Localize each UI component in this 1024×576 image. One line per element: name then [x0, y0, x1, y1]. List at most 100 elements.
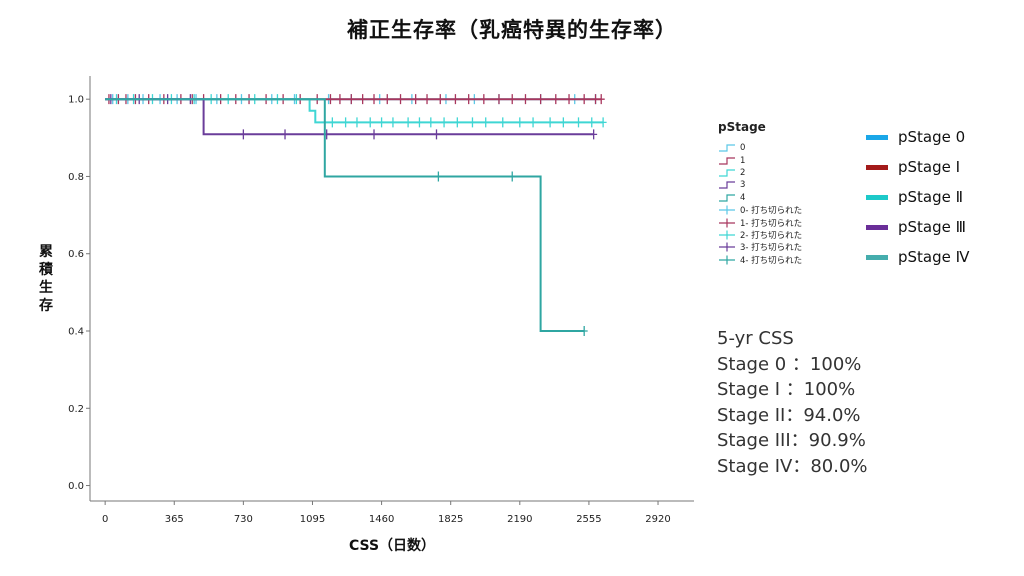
legend-item-label: 0- 打ち切られた	[740, 206, 803, 217]
censor-mark	[397, 94, 405, 105]
censor-mark	[508, 171, 516, 182]
legend-item-censored-2: 2- 打ち切られた	[718, 229, 828, 241]
legend-item-label: 1- 打ち切られた	[740, 218, 803, 229]
legend-step-swatch	[719, 181, 735, 189]
legend-rows: 0 1 2 3 4 0- 打ち切られた 1- 打ち切られた 2- 打ち切られた 3- 打ち切られ…	[718, 142, 828, 266]
big-legend-item: pStage Ⅲ	[866, 212, 969, 242]
legend-item-stage-1: 1	[718, 154, 828, 166]
legend-item-label: 3	[740, 180, 746, 191]
legend-swatch	[866, 164, 888, 170]
censor-mark	[353, 117, 361, 128]
x-tick-label: 365	[165, 514, 184, 525]
legend-item-stage-4: 4	[718, 192, 828, 204]
legend-item-label: 0	[740, 143, 746, 154]
x-tick-label: 0	[102, 514, 108, 525]
censor-mark	[588, 117, 596, 128]
censor-mark	[575, 117, 583, 128]
legend-label: pStage 0	[898, 128, 966, 146]
x-tick-label: 1825	[438, 514, 463, 525]
censor-mark	[378, 117, 386, 128]
legend-step-swatch	[719, 169, 735, 177]
legend-item-label: 2- 打ち切られた	[740, 230, 803, 241]
spss-legend: pStage 0 1 2 3 4 0- 打ち切られた 1- 打ち切られた 2- 打ち切られた 3…	[718, 120, 828, 266]
legend-item-censored-3: 3- 打ち切られた	[718, 241, 828, 253]
survival-curve-stage-4	[105, 98, 585, 332]
y-tick-label: 0.2	[68, 404, 84, 415]
censor-mark	[508, 94, 516, 105]
censor-mark	[434, 171, 442, 182]
legend-censor-swatch	[719, 255, 735, 265]
censor-mark	[436, 94, 444, 105]
legend-censor-swatch	[719, 230, 735, 240]
css-summary-line: Stage II：94.0%	[717, 404, 861, 426]
censor-mark	[336, 94, 344, 105]
y-tick-label: 0.6	[68, 249, 84, 260]
y-tick-label: 1.0	[68, 95, 84, 106]
legend-label: pStage Ⅳ	[898, 248, 970, 266]
censor-mark	[482, 117, 490, 128]
css-summary-line: Stage III：90.9%	[717, 430, 866, 451]
css-summary-line: Stage Ⅰ ：100%	[717, 379, 856, 400]
x-tick-label: 1095	[300, 514, 325, 525]
big-legend-item: pStage Ⅱ	[866, 182, 969, 212]
censor-mark	[412, 94, 420, 105]
big-legend-item: pStage 0	[866, 122, 969, 152]
censor-mark	[342, 117, 350, 128]
legend-censor-swatch	[719, 218, 735, 228]
legend-item-stage-2: 2	[718, 167, 828, 179]
x-tick-label: 2190	[507, 514, 532, 525]
survival-curve-stage-3	[105, 98, 594, 136]
x-axis-label: CSS（日数）	[349, 537, 435, 554]
censor-mark	[521, 94, 529, 105]
censor-mark	[328, 117, 336, 128]
censor-mark	[432, 129, 440, 140]
five-year-css-summary: 5-yr CSS Stage 0 ：100% Stage Ⅰ ：100% Sta…	[717, 326, 868, 479]
legend-swatch	[866, 224, 888, 230]
big-legend-item: pStage Ⅳ	[866, 242, 969, 272]
x-tick-label: 730	[234, 514, 253, 525]
legend-censor-swatch	[719, 242, 735, 252]
censor-mark	[366, 117, 374, 128]
legend-label: pStage Ⅲ	[898, 218, 966, 236]
legend-swatch	[866, 254, 888, 260]
censor-mark	[537, 94, 545, 105]
censor-mark	[427, 117, 435, 128]
legend-item-stage-3: 3	[718, 179, 828, 191]
legend-censor-swatch	[719, 205, 735, 215]
legend-item-label: 2	[740, 167, 746, 178]
censor-mark	[451, 94, 459, 105]
censor-mark	[415, 117, 423, 128]
chart-title: 補正生存率（乳癌特異的生存率）	[347, 18, 677, 42]
censor-mark	[326, 94, 334, 105]
censor-mark	[423, 94, 431, 105]
legend-item-label: 3- 打ち切られた	[740, 243, 803, 254]
legend-item-censored-0: 0- 打ち切られた	[718, 204, 828, 216]
censor-mark	[453, 117, 461, 128]
censor-mark	[599, 117, 607, 128]
censor-mark	[529, 117, 537, 128]
legend-item-label: 4	[740, 192, 746, 203]
survival-curve-stage-2	[105, 98, 604, 124]
legend-step-swatch	[719, 194, 735, 202]
censor-mark	[546, 117, 554, 128]
legend-step-swatch	[719, 144, 735, 152]
censor-mark	[565, 94, 573, 105]
css-summary-line: Stage 0 ：100%	[717, 353, 862, 375]
legend-item-stage-0: 0	[718, 142, 828, 154]
stage-color-legend: pStage 0 pStage Ⅰ pStage Ⅱ pStage Ⅲ pSta…	[866, 122, 969, 272]
censor-mark	[404, 117, 412, 128]
legend-step-swatch	[719, 156, 735, 165]
censor-mark	[480, 94, 488, 105]
legend-label: pStage Ⅰ	[898, 158, 961, 176]
censor-mark	[590, 129, 598, 140]
legend-label: pStage Ⅱ	[898, 188, 964, 206]
y-tick-label: 0.8	[68, 172, 84, 183]
legend-item-label: 4- 打ち切られた	[740, 255, 803, 266]
censor-mark	[239, 129, 247, 140]
censor-mark	[389, 117, 397, 128]
censor-mark	[440, 117, 448, 128]
censor-mark	[383, 94, 391, 105]
censor-mark	[516, 117, 524, 128]
censor-mark	[370, 129, 378, 140]
